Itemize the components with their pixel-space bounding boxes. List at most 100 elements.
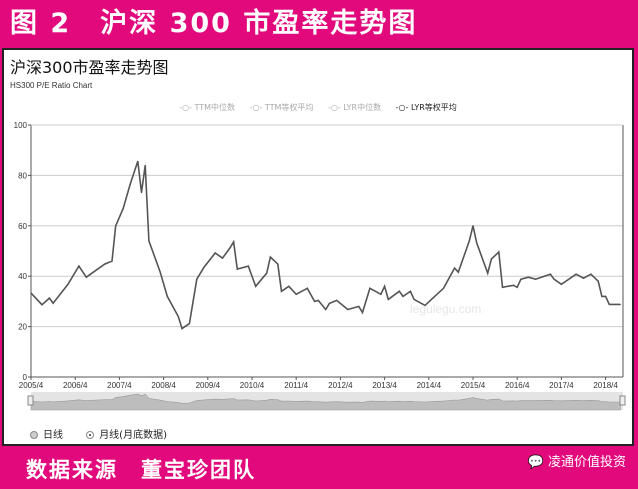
legend-label: TTM中位数	[194, 103, 236, 112]
data-point	[369, 287, 371, 289]
data-point	[358, 305, 360, 308]
data-point	[442, 287, 445, 289]
data-point	[115, 225, 117, 227]
chart-panel: 沪深300市盈率走势图 HS300 P/E Ratio Chart -○- TT…	[2, 48, 634, 446]
data-point	[472, 225, 474, 227]
data-point	[306, 287, 308, 289]
navigator-handle-left[interactable]	[27, 395, 34, 406]
legend-item-ttm-equal-weight[interactable]: -○- TTM等权平均	[249, 103, 314, 112]
data-point	[409, 290, 411, 292]
data-point	[203, 266, 205, 268]
data-point	[317, 299, 319, 301]
data-point	[597, 280, 599, 282]
radio-monthly[interactable]: 月线(月底数据)	[86, 430, 177, 441]
data-point	[384, 285, 386, 287]
chart-subtitle: HS300 P/E Ratio Chart	[10, 81, 93, 90]
data-point	[398, 290, 400, 292]
data-point	[608, 303, 610, 306]
data-point	[129, 182, 132, 185]
data-source: 数据来源 董宝珍团队	[26, 458, 256, 482]
data-point	[468, 240, 470, 242]
x-tick-label: 2016/4	[505, 381, 530, 390]
navigator-handle-right[interactable]	[619, 395, 626, 406]
data-point	[266, 272, 268, 274]
data-point	[295, 293, 297, 295]
data-point	[361, 311, 364, 314]
x-tick-label: 2009/4	[196, 381, 221, 390]
data-point	[122, 208, 124, 210]
data-point	[560, 283, 563, 285]
data-point	[52, 302, 54, 304]
y-tick-label: 0	[23, 373, 28, 382]
x-tick-label: 2014/4	[417, 381, 442, 390]
data-point	[78, 265, 80, 267]
data-point	[269, 256, 272, 258]
radio-icon	[30, 431, 38, 439]
series-line-lyr-equal-weight	[30, 161, 621, 330]
data-point	[144, 164, 146, 166]
y-tick-label: 20	[18, 323, 27, 332]
data-point	[590, 273, 592, 275]
wechat-account-name: 凌通价值投资	[547, 455, 626, 470]
x-tick-label: 2006/4	[63, 381, 88, 390]
data-point	[582, 277, 585, 279]
data-point	[30, 292, 32, 294]
data-point	[553, 278, 555, 280]
data-point	[288, 285, 290, 287]
data-point	[221, 257, 224, 259]
data-point	[247, 265, 249, 267]
data-point	[490, 258, 493, 260]
data-point	[527, 276, 529, 278]
data-point	[67, 283, 69, 286]
data-point	[535, 278, 537, 280]
x-tick-label: 2010/4	[240, 381, 265, 390]
data-point	[487, 272, 489, 274]
data-point	[166, 295, 168, 297]
data-point	[188, 322, 190, 325]
data-point	[148, 240, 150, 242]
x-tick-label: 2015/4	[461, 381, 486, 390]
x-tick-label: 2011/4	[284, 381, 308, 390]
data-point	[575, 273, 577, 275]
data-point	[516, 286, 518, 288]
x-tick-label: 2018/4	[593, 381, 618, 390]
data-point	[380, 293, 382, 295]
data-point	[413, 298, 415, 300]
data-point	[104, 263, 106, 265]
data-point	[328, 302, 330, 305]
data-point	[137, 160, 139, 162]
y-tick-label: 80	[18, 171, 27, 180]
x-tick-label: 2012/4	[328, 381, 353, 390]
legend-item-ttm-median[interactable]: -○- TTM中位数	[179, 103, 236, 112]
data-point	[277, 263, 279, 265]
data-point	[549, 273, 551, 275]
y-tick-label: 60	[18, 222, 27, 231]
data-point	[347, 308, 349, 311]
y-tick-label: 100	[14, 121, 28, 130]
x-tick-label: 2013/4	[372, 381, 397, 390]
data-point	[520, 278, 522, 280]
data-point	[314, 300, 316, 302]
x-tick-label: 2007/4	[107, 381, 132, 390]
watermark: legulegu.com	[410, 302, 481, 316]
radio-selected-icon	[86, 431, 95, 439]
data-point	[402, 295, 404, 297]
radio-daily[interactable]: 日线	[30, 430, 73, 441]
data-point	[177, 315, 179, 318]
chart-title: 沪深300市盈率走势图	[10, 58, 169, 77]
navigator-series	[30, 393, 621, 411]
radio-label: 日线	[43, 430, 63, 441]
data-point	[280, 290, 283, 292]
legend: -○- TTM中位数 -○- TTM等权平均 -○- LYR中位数 -○- LY…	[4, 102, 632, 113]
data-point	[476, 242, 478, 244]
data-point	[111, 260, 113, 262]
data-point	[159, 270, 161, 272]
data-point	[605, 295, 607, 297]
legend-item-lyr-equal-weight[interactable]: -○- LYR等权平均	[395, 103, 457, 112]
legend-label: LYR中位数	[343, 103, 382, 112]
data-point	[601, 295, 603, 297]
legend-item-lyr-median[interactable]: -○- LYR中位数	[327, 103, 382, 112]
y-tick-label: 40	[18, 272, 27, 281]
data-point	[387, 298, 389, 300]
